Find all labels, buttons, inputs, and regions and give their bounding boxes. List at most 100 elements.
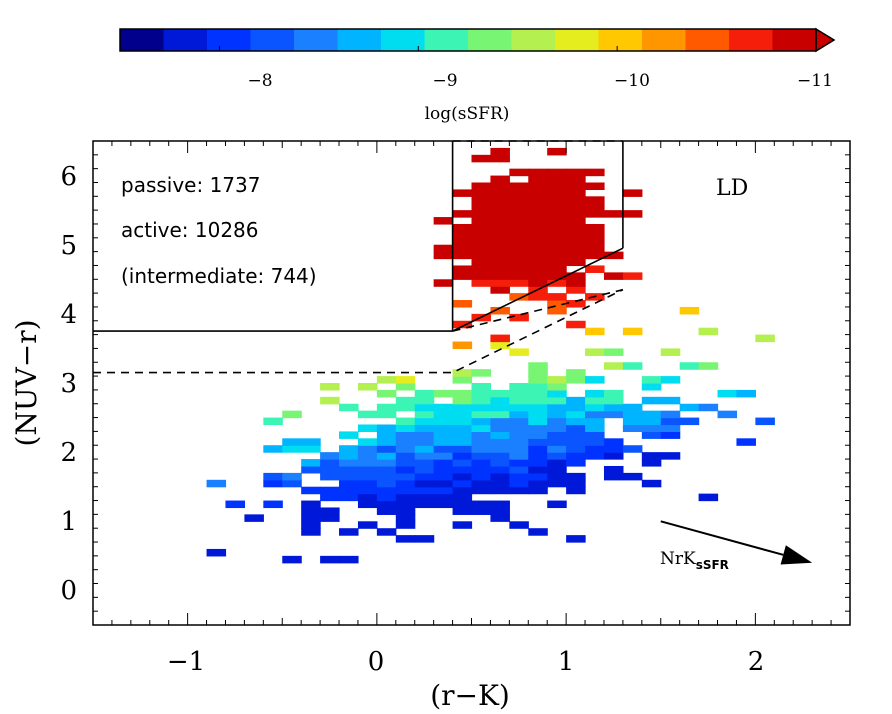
heatmap-cell <box>452 521 473 529</box>
heatmap-cell <box>376 493 397 502</box>
heatmap-cell <box>547 479 567 488</box>
heatmap-cell <box>528 230 548 239</box>
heatmap-cell <box>585 230 605 239</box>
heatmap-cell <box>339 465 359 474</box>
heatmap-cell <box>509 348 529 356</box>
heatmap-cell <box>566 486 586 495</box>
heatmap-cell <box>585 223 605 232</box>
heatmap-cell <box>471 210 492 218</box>
heatmap-cell <box>528 369 548 377</box>
heatmap-cell <box>433 417 454 426</box>
heatmap-cell <box>452 244 473 253</box>
heatmap-cell <box>490 396 510 405</box>
heatmap-cell <box>585 417 605 426</box>
heatmap-cell <box>376 376 397 384</box>
heatmap-cell <box>679 362 700 370</box>
heatmap-cell <box>566 417 586 426</box>
heatmap-cell <box>509 389 529 398</box>
heatmap-cell <box>490 452 510 460</box>
heatmap-cell <box>357 410 378 419</box>
heatmap-cell <box>490 341 510 350</box>
heatmap-cell <box>641 383 662 391</box>
heatmap-cell <box>528 210 548 218</box>
heatmap-cell <box>452 369 473 377</box>
heatmap-cell <box>471 258 492 267</box>
heatmap-cell <box>585 237 605 246</box>
heatmap-cell <box>452 445 473 453</box>
heatmap-cell <box>622 403 643 412</box>
y-tick-label: 2 <box>60 438 77 468</box>
heatmap-cell <box>698 327 719 336</box>
heatmap-cell <box>509 431 529 439</box>
heatmap-cell <box>452 396 473 405</box>
heatmap-cell <box>301 528 321 536</box>
heatmap-cell <box>585 410 605 419</box>
heatmap-cell <box>320 383 340 391</box>
heatmap-cell <box>414 417 435 426</box>
heatmap-cell <box>471 472 492 481</box>
heatmap-cell <box>585 251 605 260</box>
heatmap-cell <box>414 389 435 398</box>
heatmap-cell <box>509 459 529 467</box>
heatmap-cell <box>547 410 567 419</box>
heatmap-cell <box>471 265 492 273</box>
heatmap-cell <box>395 438 416 446</box>
heatmap-cell <box>566 320 586 329</box>
heatmap-cell <box>528 383 548 391</box>
heatmap-cell <box>301 521 321 529</box>
heatmap-cell <box>490 196 510 204</box>
heatmap-cell <box>736 438 756 446</box>
heatmap-cell <box>339 431 359 439</box>
heatmap-cell <box>395 521 416 529</box>
heatmap-cell <box>414 445 435 453</box>
vector-arrow-head <box>780 545 813 565</box>
heatmap-cell <box>509 417 529 426</box>
colorbar-cell <box>772 29 817 51</box>
heatmap-cell <box>509 465 529 474</box>
heatmap-cell <box>433 431 454 439</box>
heatmap-cell <box>585 196 605 204</box>
heatmap-cell <box>603 472 624 481</box>
heatmap-cell <box>395 479 416 488</box>
heatmap-cell <box>471 251 492 260</box>
heatmap-cell <box>414 465 435 474</box>
heatmap-cell <box>357 424 378 432</box>
heatmap-cell <box>395 472 416 481</box>
heatmap-cell <box>452 272 473 280</box>
heatmap-cell <box>566 258 586 267</box>
nrk-vector: NrKsSFR <box>660 520 813 572</box>
heatmap-cell <box>395 396 416 405</box>
heatmap-cell <box>509 272 529 280</box>
heatmap-cell <box>320 459 340 467</box>
heatmap-cell <box>452 320 473 329</box>
heatmap-cell <box>395 500 416 509</box>
heatmap-cell <box>395 383 416 391</box>
heatmap-cell <box>490 244 510 253</box>
heatmap-cell <box>452 507 473 515</box>
heatmap-cell <box>547 300 567 308</box>
heatmap-cell <box>641 479 662 488</box>
heatmap-cell <box>528 396 548 405</box>
heatmap-cell <box>660 424 681 432</box>
x-tick-label: −1 <box>167 647 205 677</box>
heatmap-cell <box>603 445 624 453</box>
heatmap-cell <box>622 362 643 370</box>
heatmap-cell <box>566 424 586 432</box>
heatmap-cell <box>622 410 643 419</box>
heatmap-cell <box>622 472 643 481</box>
heatmap-cell <box>490 147 510 156</box>
heatmap-cell <box>547 210 567 218</box>
heatmap-cell <box>490 410 510 419</box>
heatmap-cell <box>509 168 529 177</box>
heatmap-cell <box>414 403 435 412</box>
heatmap-cell <box>660 417 681 426</box>
heatmap-cell <box>528 182 548 190</box>
heatmap-cell <box>471 465 492 474</box>
heatmap-cell <box>452 452 473 460</box>
heatmap-cell <box>509 251 529 260</box>
heatmap-cell <box>509 217 529 225</box>
heatmap-cell <box>414 431 435 439</box>
heatmap-cell <box>528 279 548 287</box>
heatmap-cell <box>660 376 681 384</box>
heatmap-cell <box>376 445 397 453</box>
